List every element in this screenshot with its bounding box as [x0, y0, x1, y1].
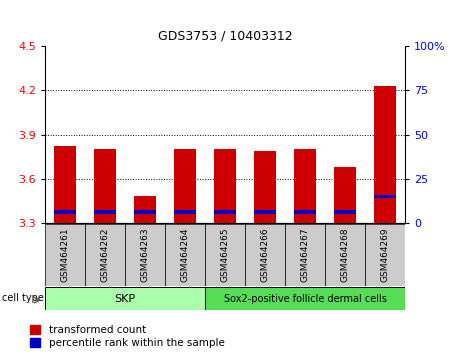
Bar	[85, 224, 125, 286]
Bar	[45, 287, 205, 310]
Bar	[54, 146, 76, 223]
Text: SKP: SKP	[114, 294, 135, 304]
Bar	[134, 196, 156, 223]
Bar	[45, 224, 85, 286]
Text: GSM464261: GSM464261	[60, 227, 69, 282]
Text: GSM464267: GSM464267	[301, 227, 310, 282]
Bar	[94, 149, 116, 223]
Bar	[254, 211, 276, 214]
Bar	[334, 211, 356, 214]
Text: GSM464263: GSM464263	[140, 227, 149, 282]
Bar	[365, 224, 405, 286]
Title: GDS3753 / 10403312: GDS3753 / 10403312	[158, 29, 292, 42]
Bar	[325, 224, 365, 286]
Bar	[294, 211, 316, 214]
Bar	[374, 195, 396, 198]
Text: cell type: cell type	[2, 293, 44, 303]
Bar	[205, 287, 405, 310]
Bar	[245, 224, 285, 286]
Text: GSM464268: GSM464268	[341, 227, 350, 282]
Text: GSM464266: GSM464266	[261, 227, 270, 282]
Bar	[285, 224, 325, 286]
Bar	[254, 151, 276, 223]
Bar	[214, 211, 236, 214]
Bar	[54, 211, 76, 214]
Text: GSM464262: GSM464262	[100, 228, 109, 282]
Bar	[165, 224, 205, 286]
Bar	[374, 86, 396, 223]
Text: GSM464269: GSM464269	[381, 227, 390, 282]
Bar	[294, 149, 316, 223]
Text: GSM464265: GSM464265	[220, 227, 230, 282]
Bar	[134, 211, 156, 214]
Bar	[174, 211, 196, 214]
Text: GSM464264: GSM464264	[180, 228, 189, 282]
Bar	[94, 211, 116, 214]
Bar	[125, 224, 165, 286]
Bar	[174, 149, 196, 223]
Bar	[214, 149, 236, 223]
Bar	[205, 224, 245, 286]
Legend: transformed count, percentile rank within the sample: transformed count, percentile rank withi…	[28, 323, 226, 350]
Text: Sox2-positive follicle dermal cells: Sox2-positive follicle dermal cells	[224, 294, 387, 304]
Bar	[334, 167, 356, 223]
